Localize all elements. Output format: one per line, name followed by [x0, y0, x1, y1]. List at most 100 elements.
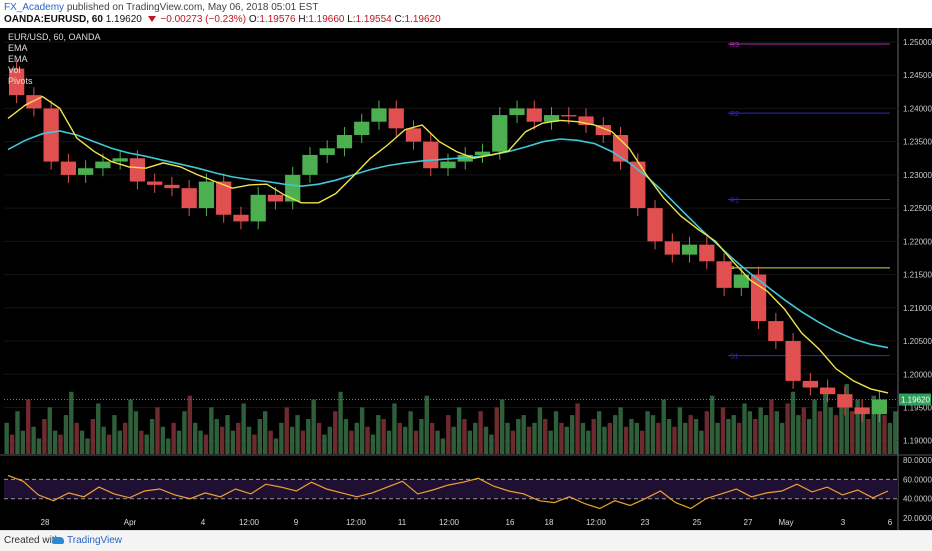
x-tick-label: 28 — [41, 518, 50, 527]
volume-bar — [246, 426, 252, 454]
volume-bar — [96, 403, 101, 454]
candle-body — [198, 181, 215, 209]
price-tick-label: 1.19500 — [903, 403, 932, 412]
volume-bar — [790, 391, 796, 454]
last-price-badge — [899, 393, 931, 406]
candle-body — [233, 214, 249, 222]
volume-bar — [440, 438, 446, 454]
volume-bar — [569, 415, 575, 454]
volume-bar — [295, 415, 300, 454]
volume-bar — [785, 403, 790, 454]
x-tick-label: 11 — [398, 518, 407, 527]
legend-item-ema-fast[interactable]: EMA — [8, 43, 28, 53]
candle-body — [60, 161, 77, 175]
volume-bar — [656, 422, 661, 454]
volume-bar — [392, 403, 397, 454]
volume-bar — [623, 426, 629, 454]
volume-bar — [489, 434, 494, 454]
volume-bar — [769, 399, 774, 454]
volume-bar — [203, 434, 209, 454]
volume-bar — [31, 426, 36, 454]
volume-bar — [192, 422, 198, 454]
volume-bar — [381, 419, 386, 454]
volume-bar — [683, 422, 688, 454]
volume-bar — [408, 411, 413, 454]
volume-bar — [478, 411, 483, 454]
volume-bar — [273, 438, 279, 454]
volume-bar — [26, 399, 31, 454]
volume-bar — [747, 411, 753, 454]
volume-bar — [117, 430, 122, 454]
volume-bar — [887, 422, 893, 454]
price-tick-label: 1.24500 — [903, 71, 932, 80]
volume-bar — [839, 403, 844, 454]
volume-bar — [349, 430, 354, 454]
rsi-tick-label: 20.0000 — [903, 514, 932, 523]
candle-body — [440, 161, 456, 169]
indicator-legend: EUR/USD, 60, OANDA EMA EMA Vol Pivots — [8, 32, 101, 87]
change-value: −0.00273 (−0.23%) — [160, 14, 247, 25]
volume-bar — [710, 395, 715, 454]
price-tick-label: 1.22000 — [903, 237, 932, 246]
volume-bar — [758, 407, 763, 454]
volume-bar — [688, 415, 693, 454]
last-price: 1.19620 — [105, 14, 142, 25]
volume-bar — [306, 419, 311, 454]
volume-bar — [726, 419, 731, 454]
tradingview-logo[interactable]: TradingView — [52, 535, 122, 546]
candle-body — [785, 341, 801, 381]
candle-body — [595, 125, 611, 136]
candle-body — [129, 158, 146, 182]
volume-bar — [263, 411, 268, 454]
volume-bar — [591, 419, 596, 454]
volume-bar — [693, 419, 699, 454]
volume-bar — [47, 407, 52, 454]
cloud-icon — [52, 536, 64, 544]
symbol-label: OANDA:EURUSD, 60 — [4, 14, 103, 25]
legend-item-vol[interactable]: Vol — [8, 65, 21, 75]
volume-bar — [731, 415, 736, 454]
close-value: 1.19620 — [404, 14, 441, 25]
volume-bar — [473, 422, 478, 454]
price-tick-label: 1.21000 — [903, 304, 932, 313]
candle-body — [768, 321, 784, 342]
volume-bar — [90, 419, 96, 454]
candle-body — [336, 135, 353, 149]
candle-body — [164, 184, 180, 189]
volume-bar — [801, 407, 806, 454]
volume-bar — [510, 430, 516, 454]
volume-bar — [429, 422, 435, 454]
legend-item-pivots[interactable]: Pivots — [8, 76, 33, 86]
ema-fast-line — [7, 95, 889, 394]
volume-bar — [564, 426, 569, 454]
publish-line: FX_Academy published on TradingView.com,… — [4, 2, 318, 13]
volume-bar — [532, 422, 537, 454]
volume-bar — [15, 411, 20, 454]
volume-bar — [499, 399, 505, 454]
volume-bar — [338, 391, 343, 454]
low-label: L: — [347, 14, 356, 25]
volume-bar — [871, 395, 876, 454]
candle-body — [43, 108, 59, 162]
x-tick-label: 18 — [545, 518, 554, 527]
volume-bar — [268, 430, 273, 454]
volume-bar — [828, 407, 833, 454]
volume-bar — [424, 395, 429, 454]
volume-bar — [596, 411, 602, 454]
author-link[interactable]: FX_Academy — [4, 2, 65, 13]
volume-bar — [413, 430, 419, 454]
chart-area[interactable]: 1.25000 1.24500 1.24000 1.23500 1.23000 1.225… — [0, 28, 932, 530]
volume-bar — [241, 403, 246, 454]
ohlc-line: OANDA:EURUSD, 60 1.19620 −0.00273 (−0.23… — [4, 14, 441, 25]
volume-bar — [715, 422, 720, 454]
volume-bar — [74, 422, 79, 454]
volume-bar — [112, 415, 117, 454]
volume-bar — [171, 422, 176, 454]
legend-item-ema-slow[interactable]: EMA — [8, 54, 28, 64]
volume-bar — [376, 415, 381, 454]
chart-canvas[interactable]: 1.25000 1.24500 1.24000 1.23500 1.23000 1.225… — [0, 28, 932, 530]
volume-bar — [882, 415, 887, 454]
candle-body — [354, 121, 370, 136]
price-tick-label: 1.23500 — [903, 138, 932, 147]
candle-body — [699, 244, 715, 262]
